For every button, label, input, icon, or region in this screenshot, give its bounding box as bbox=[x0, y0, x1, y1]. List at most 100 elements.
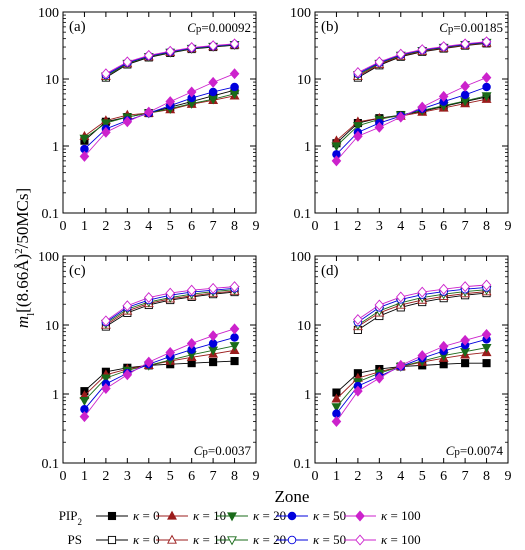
x-tick-label: 0 bbox=[60, 469, 67, 484]
legend-marker bbox=[355, 510, 365, 522]
data-point bbox=[461, 359, 470, 368]
legend-entry: κ = 50 bbox=[276, 508, 346, 523]
data-point bbox=[79, 397, 90, 407]
x-tick-label: 5 bbox=[167, 219, 174, 234]
data-point bbox=[482, 82, 491, 92]
series-ps-kappa-100 bbox=[353, 279, 492, 326]
x-tick-label: 4 bbox=[145, 469, 152, 484]
data-point bbox=[165, 346, 176, 358]
series-ps-kappa-100 bbox=[101, 281, 240, 327]
data-point bbox=[101, 68, 111, 80]
y-tick-label: 1 bbox=[52, 140, 59, 155]
plot-frame bbox=[62, 255, 257, 464]
data-point bbox=[481, 343, 492, 353]
panel-label: (a) bbox=[69, 19, 86, 35]
panel-label: (d) bbox=[321, 263, 339, 279]
x-tick-label: 6 bbox=[188, 469, 195, 484]
legend-marker bbox=[227, 536, 237, 546]
data-point bbox=[165, 45, 176, 57]
data-point bbox=[229, 281, 240, 293]
x-tick-label: 4 bbox=[397, 219, 404, 234]
legend-entry: κ = 20 bbox=[216, 532, 286, 547]
x-tick-label: 2 bbox=[354, 219, 361, 234]
data-point bbox=[331, 142, 342, 152]
data-point bbox=[186, 42, 197, 54]
data-point bbox=[460, 80, 470, 92]
data-point bbox=[331, 415, 342, 427]
y-tick-label: 100 bbox=[38, 250, 59, 265]
legend: PIP2 κ = 0 κ = 10 κ = 20 κ = 50 κ = 100 PS κ = … bbox=[59, 508, 421, 547]
data-point bbox=[481, 36, 492, 48]
x-tick-label: 6 bbox=[440, 219, 447, 234]
x-tick-label: 5 bbox=[167, 469, 174, 484]
x-axis-title: Zone bbox=[275, 487, 310, 506]
legend-marker bbox=[167, 510, 177, 520]
data-point bbox=[208, 76, 218, 88]
panel-label: (b) bbox=[321, 19, 339, 35]
y-tick-label: 1 bbox=[304, 140, 311, 155]
data-point bbox=[186, 86, 197, 98]
data-point bbox=[230, 82, 239, 92]
data-point bbox=[122, 369, 133, 381]
series-line bbox=[336, 77, 487, 162]
x-tick-label: 2 bbox=[354, 469, 361, 484]
x-tick-label: 7 bbox=[210, 469, 217, 484]
data-point bbox=[230, 357, 239, 366]
legend-entry: κ = 100 bbox=[344, 508, 421, 523]
x-tick-label: 7 bbox=[462, 469, 469, 484]
data-point bbox=[353, 314, 363, 326]
x-tick-label: 0 bbox=[312, 469, 319, 484]
x-tick-label: 5 bbox=[419, 219, 426, 234]
data-point bbox=[374, 299, 385, 311]
legend-entry: κ = 100 bbox=[344, 532, 421, 547]
data-point bbox=[460, 38, 470, 50]
data-point bbox=[353, 67, 363, 78]
data-point bbox=[417, 286, 428, 298]
data-point bbox=[417, 350, 428, 362]
x-tick-label: 8 bbox=[231, 219, 238, 234]
y-tick-label: 100 bbox=[290, 250, 311, 265]
data-point bbox=[481, 92, 492, 102]
legend-marker bbox=[107, 535, 117, 545]
x-tick-label: 0 bbox=[312, 219, 319, 234]
data-point bbox=[374, 56, 385, 68]
cp-label: Cp=0.0037 bbox=[194, 443, 252, 458]
y-tick-label: 0.1 bbox=[42, 207, 60, 222]
data-point bbox=[438, 283, 449, 295]
cp-label: Cp=0.0074 bbox=[446, 443, 504, 458]
series-pip2-kappa-100 bbox=[79, 323, 240, 423]
data-point bbox=[229, 342, 240, 352]
legend-entry: κ = 0 bbox=[96, 508, 160, 523]
data-point bbox=[481, 328, 492, 340]
x-tick-label: 0 bbox=[60, 219, 67, 234]
series-ps-kappa-100 bbox=[353, 36, 492, 78]
data-point bbox=[460, 90, 470, 100]
data-point bbox=[353, 385, 363, 397]
data-point bbox=[229, 323, 240, 335]
data-point bbox=[438, 41, 449, 53]
data-point bbox=[100, 374, 111, 384]
data-point bbox=[460, 334, 470, 346]
data-point bbox=[101, 126, 111, 138]
x-tick-label: 4 bbox=[145, 219, 152, 234]
legend-entry: κ = 50 bbox=[276, 532, 346, 547]
x-tick-label: 7 bbox=[462, 219, 469, 234]
x-tick-label: 8 bbox=[483, 469, 490, 484]
data-point bbox=[331, 393, 342, 403]
series-pip2-kappa-100 bbox=[331, 72, 492, 167]
plot-frame bbox=[62, 11, 257, 214]
series-line bbox=[84, 93, 235, 139]
legend-marker bbox=[287, 511, 297, 521]
series-line bbox=[336, 352, 487, 400]
y-tick-label: 10 bbox=[297, 319, 311, 334]
data-point bbox=[395, 359, 406, 371]
y-axis-title: ml[(8.66Å)2/50MCs] bbox=[13, 188, 37, 328]
series-line bbox=[84, 73, 235, 157]
data-point bbox=[417, 101, 428, 113]
x-tick-label: 8 bbox=[483, 219, 490, 234]
x-tick-label: 6 bbox=[188, 219, 195, 234]
data-point bbox=[229, 68, 240, 80]
